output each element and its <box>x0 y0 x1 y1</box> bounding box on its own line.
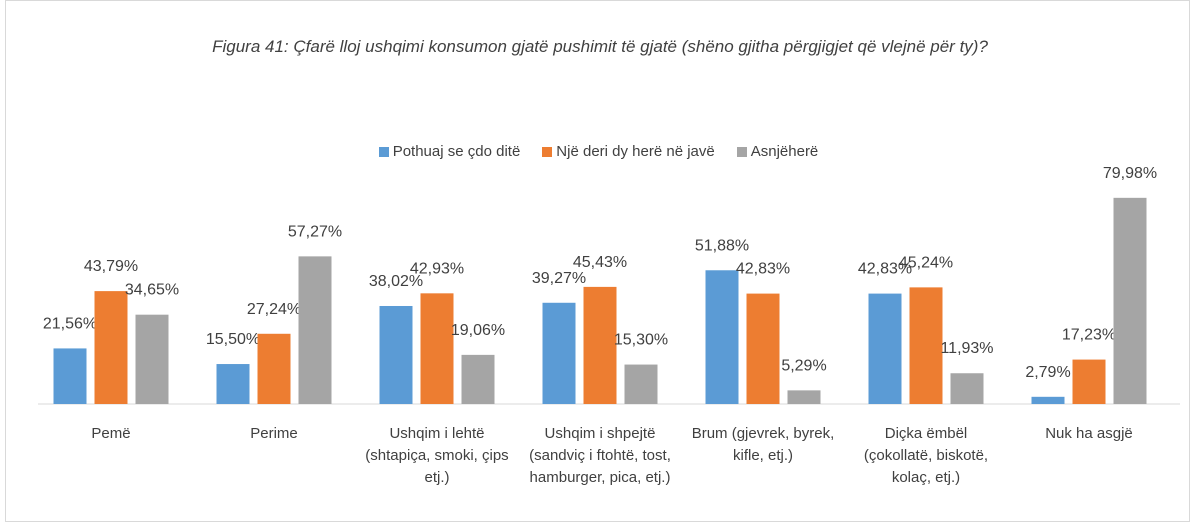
bar <box>1113 197 1147 404</box>
legend-label: Asnjëherë <box>750 143 819 160</box>
bar <box>583 286 617 404</box>
data-label: 45,43% <box>573 254 627 271</box>
data-label: 51,88% <box>695 237 749 254</box>
bar <box>624 364 658 404</box>
bar <box>135 314 169 404</box>
data-label: 11,93% <box>940 340 993 357</box>
data-label: 19,06% <box>451 322 505 339</box>
bar <box>53 348 87 404</box>
bar <box>787 390 821 404</box>
bar <box>379 305 413 404</box>
data-label: 57,27% <box>288 223 342 240</box>
chart-frame <box>5 0 1190 522</box>
x-tick-label: Ushqim i shpejtë (sandviç i ftohtë, tost… <box>529 425 671 486</box>
data-label: 79,98% <box>1103 165 1157 182</box>
data-label: 42,93% <box>410 260 464 277</box>
chart-title: Figura 41: Çfarë lloj ushqimi konsumon g… <box>212 37 988 56</box>
x-tick-label: Perime <box>250 425 298 442</box>
legend-swatch <box>736 146 747 157</box>
data-label: 5,29% <box>781 357 826 374</box>
data-label: 27,24% <box>247 301 301 318</box>
x-tick-label: Pemë <box>91 425 131 442</box>
x-tick-label: Ushqim i lehtë (shtapiça, smoki, çips et… <box>365 425 509 486</box>
bar <box>746 293 780 404</box>
bar <box>461 354 495 404</box>
data-label: 15,50% <box>206 331 260 348</box>
x-tick-label: Brum (gjevrek, byrek, kifle, etj.) <box>691 425 835 464</box>
data-label: 38,02% <box>369 273 423 290</box>
data-label: 2,79% <box>1025 364 1070 381</box>
bar <box>94 291 128 404</box>
legend-item: Një deri dy herë në javë <box>542 143 715 160</box>
data-label: 39,27% <box>532 270 586 287</box>
bar <box>1072 359 1106 404</box>
bar <box>257 333 291 404</box>
data-label: 45,24% <box>899 254 953 271</box>
data-label: 43,79% <box>84 258 138 275</box>
x-tick-label: Nuk ha asgjë <box>1045 425 1133 442</box>
bar <box>705 270 739 404</box>
data-label: 15,30% <box>614 332 668 349</box>
bar <box>542 302 576 404</box>
data-label: 42,83% <box>858 261 912 278</box>
bar <box>950 373 984 404</box>
data-label: 42,83% <box>736 261 790 278</box>
legend-swatch <box>378 146 389 157</box>
data-label: 17,23% <box>1062 327 1116 344</box>
bar <box>216 364 250 404</box>
bar <box>298 256 332 404</box>
legend-item: Asnjëherë <box>736 143 819 160</box>
legend-item: Pothuaj se çdo ditë <box>378 143 521 160</box>
x-tick-label: Diçka ëmbël (çokollatë, biskotë, kolaç, … <box>863 425 989 486</box>
data-label: 21,56% <box>43 315 97 332</box>
data-label: 34,65% <box>125 282 179 299</box>
bar <box>909 287 943 404</box>
bar <box>420 293 454 404</box>
bar <box>868 293 902 404</box>
legend-label: Pothuaj se çdo ditë <box>392 143 521 160</box>
legend: Pothuaj se çdo ditë Një deri dy herë në j… <box>0 143 1197 160</box>
bar <box>1031 396 1065 404</box>
legend-swatch <box>542 146 553 157</box>
legend-label: Një deri dy herë në javë <box>556 143 715 160</box>
